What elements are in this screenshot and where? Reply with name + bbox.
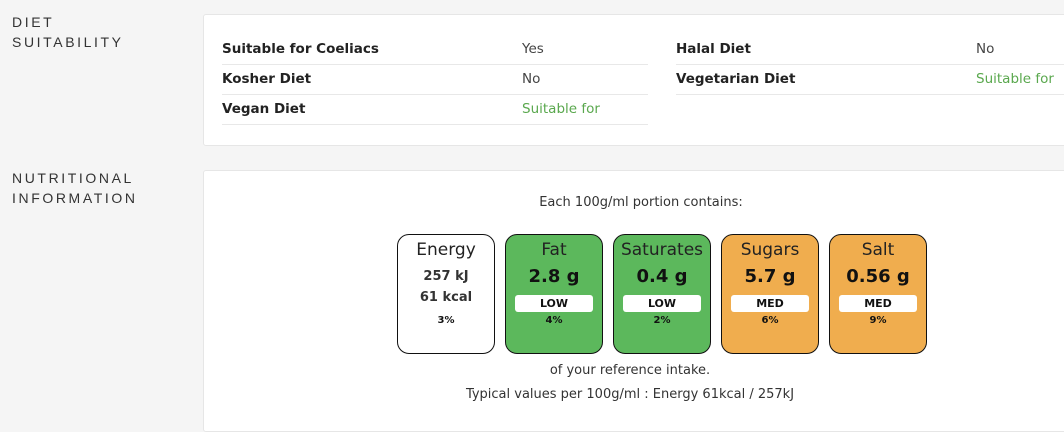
diet-value: Suitable for <box>522 101 600 117</box>
diet-row-coeliacs: Suitable for Coeliacs Yes <box>222 34 648 65</box>
diet-value: Yes <box>522 41 544 57</box>
tile-value: 5.7 g <box>744 266 796 287</box>
tile-level-badge: MED <box>839 295 917 312</box>
diet-suitability-heading: DIET SUITABILITY <box>12 12 124 52</box>
tile-level-badge: LOW <box>515 295 593 312</box>
energy-kcal: 61 kcal <box>419 290 473 305</box>
tile-name: Salt <box>861 240 895 260</box>
fat-tile: Fat 2.8 g LOW 4% <box>505 234 603 354</box>
diet-key: Halal Diet <box>676 41 751 57</box>
saturates-tile: Saturates 0.4 g LOW 2% <box>613 234 711 354</box>
heading-line: DIET <box>12 14 55 30</box>
tile-percent: 2% <box>653 315 671 326</box>
reference-intake-note: of your reference intake. <box>549 363 711 378</box>
tile-percent: 4% <box>545 315 563 326</box>
typical-values-note: Typical values per 100g/ml : Energy 61kc… <box>465 387 795 402</box>
diet-suitability-card: Suitable for Coeliacs Yes Halal Diet No … <box>203 14 1064 146</box>
sugars-tile: Sugars 5.7 g MED 6% <box>721 234 819 354</box>
tile-name: Saturates <box>620 240 704 260</box>
heading-line: SUITABILITY <box>12 34 124 50</box>
diet-row-vegetarian: Vegetarian Diet Suitable for <box>676 64 1064 95</box>
diet-key: Kosher Diet <box>222 71 312 87</box>
tile-level-badge: MED <box>731 295 809 312</box>
portion-intro: Each 100g/ml portion contains: <box>539 195 743 210</box>
tile-value: 0.4 g <box>636 266 688 287</box>
diet-value: No <box>976 41 995 57</box>
diet-value: No <box>522 71 541 87</box>
tile-percent: 6% <box>761 315 779 326</box>
tile-name: Energy <box>416 240 476 260</box>
tile-percent: 3% <box>437 315 455 326</box>
diet-key: Vegan Diet <box>222 101 306 117</box>
diet-row-kosher: Kosher Diet No <box>222 64 648 95</box>
diet-value: Suitable for <box>976 71 1054 87</box>
salt-tile: Salt 0.56 g MED 9% <box>829 234 927 354</box>
heading-line: NUTRITIONAL <box>12 170 134 186</box>
energy-kj: 257 kJ <box>423 269 469 284</box>
tile-name: Fat <box>541 240 567 260</box>
diet-row-halal: Halal Diet No <box>676 34 1064 65</box>
tile-name: Sugars <box>740 240 800 260</box>
diet-row-vegan: Vegan Diet Suitable for <box>222 94 648 125</box>
tile-value: 2.8 g <box>528 266 580 287</box>
diet-key: Suitable for Coeliacs <box>222 41 379 57</box>
tile-percent: 9% <box>869 315 887 326</box>
nutritional-information-heading: NUTRITIONAL INFORMATION <box>12 168 138 208</box>
heading-line: INFORMATION <box>12 190 138 206</box>
tile-level-badge: LOW <box>623 295 701 312</box>
energy-tile: Energy 257 kJ 61 kcal 3% <box>397 234 495 354</box>
tile-value: 0.56 g <box>846 266 910 287</box>
nutritional-information-card: Each 100g/ml portion contains: Energy 25… <box>203 170 1064 432</box>
diet-key: Vegetarian Diet <box>676 71 796 87</box>
